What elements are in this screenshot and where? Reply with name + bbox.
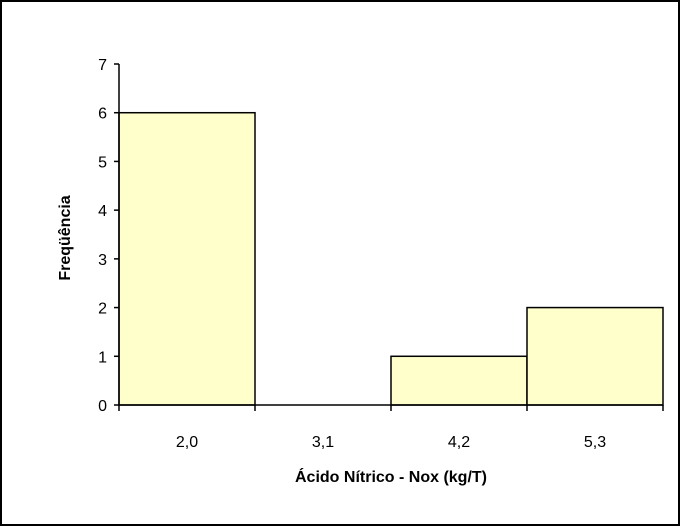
bar-4 (526, 306, 664, 406)
x-tick-label: 4,2 (448, 434, 470, 451)
x-tick-label: 3,1 (312, 434, 334, 451)
y-tick-label: 2 (98, 301, 107, 318)
y-tick-label: 7 (98, 57, 107, 74)
x-tick-labels: 2,0 3,1 4,2 5,3 (176, 434, 606, 451)
y-tick-label: 4 (98, 203, 107, 220)
y-tick-labels: 0 1 2 3 4 5 6 7 (98, 57, 107, 415)
bar-1 (118, 111, 256, 406)
y-axis-title: Freqüência (57, 195, 74, 280)
y-tick-label: 6 (98, 106, 107, 123)
bar-3 (390, 355, 528, 406)
y-tick-label: 3 (98, 252, 107, 269)
x-tick-label: 2,0 (176, 434, 198, 451)
x-axis-title: Ácido Nítrico - Nox (kg/T) (295, 467, 487, 486)
axes-group (114, 63, 664, 411)
y-tick-label: 0 (98, 398, 107, 415)
y-tick-label: 1 (98, 349, 107, 366)
y-tick-label: 5 (98, 154, 107, 171)
bars-group (118, 111, 664, 406)
x-tick-label: 5,3 (584, 434, 606, 451)
